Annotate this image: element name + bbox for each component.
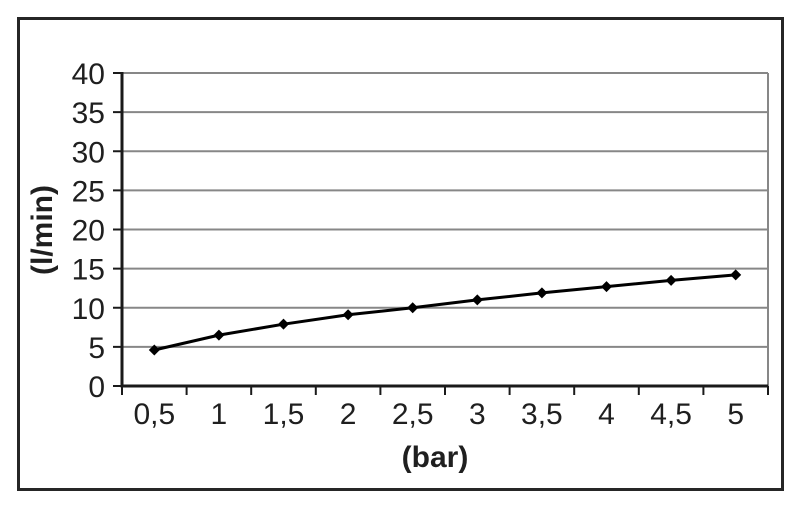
y-tick-label: 20 xyxy=(72,215,105,248)
x-tick-label: 4 xyxy=(598,398,615,431)
x-tick-label: 0,5 xyxy=(133,398,175,431)
y-tick-label: 5 xyxy=(88,332,105,365)
x-tick-label: 1,5 xyxy=(263,398,305,431)
x-tick-label: 3,5 xyxy=(521,398,563,431)
y-tick-label: 30 xyxy=(72,136,105,169)
series-point xyxy=(601,281,612,293)
series-point xyxy=(213,329,225,341)
x-tick-label: 1 xyxy=(211,398,228,431)
chart-border xyxy=(17,17,784,491)
y-axis-title: (l/min) xyxy=(26,185,59,275)
x-tick-label: 5 xyxy=(727,398,744,431)
x-tick-label: 2 xyxy=(340,398,357,431)
x-tick-label: 3 xyxy=(469,398,486,431)
y-tick-label: 25 xyxy=(72,175,105,208)
x-tick-label: 4,5 xyxy=(650,398,692,431)
series-point xyxy=(730,269,742,281)
x-tick-label: 2,5 xyxy=(392,398,434,431)
series-point xyxy=(278,318,289,330)
x-axis-title: (bar) xyxy=(401,441,469,474)
series-point xyxy=(342,309,354,321)
y-tick-label: 40 xyxy=(72,58,105,91)
series-point xyxy=(148,344,160,356)
series-line xyxy=(152,273,738,352)
y-tick-label: 10 xyxy=(72,293,105,326)
y-tick-label: 0 xyxy=(88,371,105,404)
series-point xyxy=(471,294,483,306)
series-point xyxy=(665,274,677,286)
series-point xyxy=(536,287,548,299)
y-tick-label: 15 xyxy=(72,254,105,287)
series-point xyxy=(407,302,419,314)
y-tick-label: 35 xyxy=(72,97,105,130)
